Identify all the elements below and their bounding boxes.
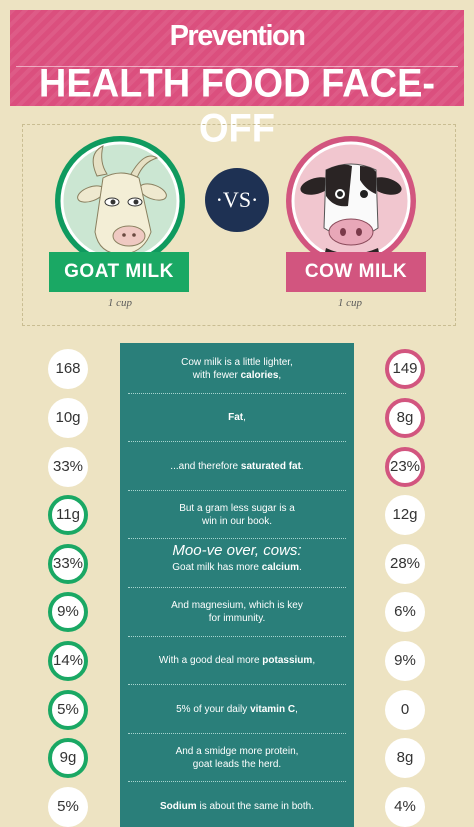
cow-value: 9% xyxy=(385,640,425,681)
header-rule xyxy=(16,66,458,67)
row-description: Fat, xyxy=(128,411,346,424)
goat-illustration-icon xyxy=(60,141,180,261)
row-description: ...and therefore saturated fat. xyxy=(128,460,346,473)
row-line: win in our book. xyxy=(201,516,273,528)
row-keyword: calcium xyxy=(261,562,299,574)
row-description: Cow milk is a little lighter, with fewer … xyxy=(128,356,346,382)
row-keyword: calories xyxy=(240,370,279,382)
row-divider xyxy=(128,781,346,783)
cow-value: 23% xyxy=(385,446,425,487)
row-line: Goat milk has more calcium. xyxy=(172,562,302,574)
row-line: And a smidge more protein, xyxy=(175,746,299,758)
row-description: But a gram less sugar is a win in our boo… xyxy=(128,502,346,528)
row-line: And magnesium, which is key xyxy=(171,600,303,612)
row-divider xyxy=(128,392,346,394)
cow-milk-label-text: COW MILK xyxy=(304,261,408,282)
row-line: with fewer calories, xyxy=(192,370,282,382)
goat-portrait xyxy=(55,136,185,266)
row-line: for immunity. xyxy=(208,613,266,625)
row-keyword: Sodium xyxy=(160,800,197,812)
row-description: With a good deal more potassium, xyxy=(128,654,346,667)
comparison-panel xyxy=(22,124,456,326)
goat-value: 9g xyxy=(48,738,88,779)
row-description: And magnesium, which is key for immunity. xyxy=(128,599,346,625)
row-keyword: saturated fat xyxy=(240,460,301,472)
goat-serving: 1 cup xyxy=(107,297,133,309)
goat-value: 10g xyxy=(48,397,88,438)
page-title: HEALTH FOOD FACE-OFF xyxy=(38,61,436,152)
cow-illustration-icon xyxy=(291,141,411,266)
row-divider xyxy=(128,441,346,443)
row-description: And a smidge more protein, goat leads the… xyxy=(128,745,346,771)
row-divider xyxy=(128,538,346,540)
goat-milk-label: GOAT MILK xyxy=(49,252,189,292)
cow-value: 12g xyxy=(385,495,425,536)
brand-name: Prevention xyxy=(169,20,306,52)
row-description: Goat milk has more calcium. xyxy=(128,561,346,574)
comparison-column xyxy=(120,343,354,827)
goat-value: 5% xyxy=(48,786,88,827)
goat-value: 33% xyxy=(48,446,88,487)
header-stripes xyxy=(10,10,464,106)
cow-value: 8g xyxy=(385,397,425,438)
row-line: Sodium is about the same in both. xyxy=(160,800,314,812)
row-divider xyxy=(128,587,346,588)
row-line: ...and therefore saturated fat. xyxy=(170,460,304,472)
row-line: Fat, xyxy=(228,411,246,423)
goat-milk-label-text: GOAT MILK xyxy=(64,261,174,282)
row-line: goat leads the herd. xyxy=(192,759,282,771)
goat-value: 14% xyxy=(48,640,88,681)
cow-value: 28% xyxy=(385,543,425,584)
goat-value: 5% xyxy=(48,689,88,730)
row-description: 5% of your daily vitamin C, xyxy=(128,703,346,716)
goat-value: 9% xyxy=(48,592,88,633)
row-line: 5% of your daily vitamin C, xyxy=(176,703,298,715)
vs-badge: ·VS· xyxy=(205,168,269,232)
row-divider xyxy=(128,489,346,491)
row-heading: Moo-ve over, cows: xyxy=(172,542,302,560)
cow-value: 8g xyxy=(385,738,425,779)
goat-value: 168 xyxy=(48,349,88,390)
row-line: With a good deal more potassium, xyxy=(158,654,316,666)
row-line: But a gram less sugar is a xyxy=(179,503,295,515)
cow-serving: 1 cup xyxy=(337,297,363,309)
row-keyword: Fat xyxy=(228,411,244,423)
row-divider xyxy=(128,635,346,637)
cow-value: 0 xyxy=(385,689,425,730)
row-divider xyxy=(128,684,346,686)
row-description: Sodium is about the same in both. xyxy=(128,800,346,813)
goat-value: 33% xyxy=(48,543,88,584)
goat-value: 11g xyxy=(48,495,88,536)
row-keyword: potassium xyxy=(262,654,313,666)
cow-value: 4% xyxy=(385,786,425,827)
cow-value: 149 xyxy=(385,349,425,390)
row-line: Cow milk is a little lighter, xyxy=(181,357,293,369)
cow-milk-label: COW MILK xyxy=(286,252,426,292)
row-keyword: vitamin C xyxy=(250,703,296,715)
cow-portrait xyxy=(286,136,416,266)
header-banner: Prevention HEALTH FOOD FACE-OFF xyxy=(10,10,464,151)
cow-value: 6% xyxy=(385,592,425,633)
row-divider xyxy=(128,732,346,734)
